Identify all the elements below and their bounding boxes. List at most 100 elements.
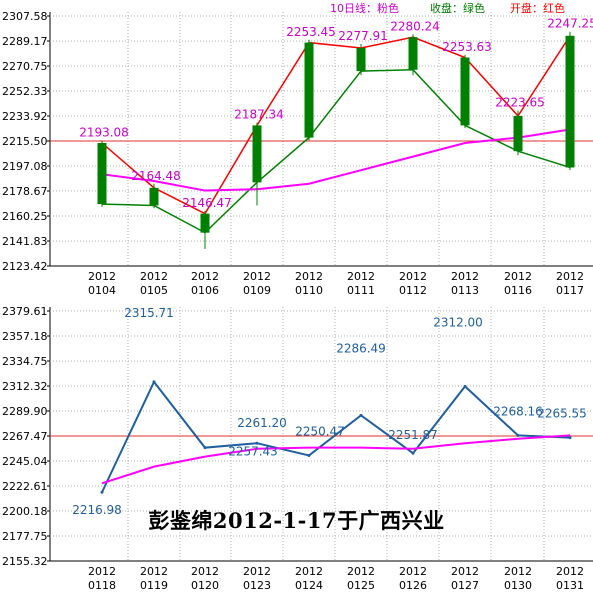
x-tick-label-date: 0130 xyxy=(504,579,532,592)
candle-body xyxy=(513,115,523,152)
y-tick-label: 2267.47 xyxy=(2,430,48,443)
y-tick-label: 2155.32 xyxy=(2,555,48,568)
candle-body xyxy=(97,143,107,205)
close-series-line xyxy=(101,68,571,234)
author-caption: 彭鉴绵2012-1-17于广西兴业 xyxy=(148,508,445,533)
x-tick-label-year: 2012 xyxy=(347,270,375,283)
bottom-line-chart: 2379.61 2357.18 2334.75 2312.32 2289.90 2267.… xyxy=(2,305,593,592)
data-label: 2187.34 xyxy=(234,108,284,122)
data-label: 2253.45 xyxy=(286,25,336,39)
data-label: 2251.87 xyxy=(388,428,438,442)
data-point xyxy=(100,490,104,494)
y-tick-label: 2215.50 xyxy=(2,135,48,148)
y-tick-label: 2222.61 xyxy=(2,480,48,493)
candle-body xyxy=(304,42,314,138)
data-label: 2265.55 xyxy=(537,407,587,421)
y-tick-label: 2334.75 xyxy=(2,355,48,368)
x-tick-label-year: 2012 xyxy=(295,270,323,283)
data-point xyxy=(411,451,415,455)
x-tick-label-date: 0106 xyxy=(191,284,219,297)
data-point xyxy=(359,413,363,417)
x-tick-label-date: 0125 xyxy=(347,579,375,592)
x-tick-label-year: 2012 xyxy=(504,565,532,578)
y-tick-label: 2379.61 xyxy=(2,305,48,318)
x-tick-label-year: 2012 xyxy=(504,270,532,283)
y-tick-label: 2312.32 xyxy=(2,380,48,393)
data-label: 2247.25 xyxy=(547,17,593,31)
y-tick-label: 2233.92 xyxy=(2,110,48,123)
x-tick-label-date: 0113 xyxy=(451,284,479,297)
data-point xyxy=(152,380,156,384)
data-point xyxy=(255,441,259,445)
x-tick-label-year: 2012 xyxy=(556,565,584,578)
x-tick-label-date: 0118 xyxy=(88,579,116,592)
ma10-series-line xyxy=(101,434,571,485)
y-tick-label: 2141.83 xyxy=(2,235,48,248)
data-label: 2164.48 xyxy=(131,169,181,183)
legend: 10日线：粉色 收盘：绿色 开盘：红色 xyxy=(330,1,565,15)
legend-ma10: 10日线：粉色 xyxy=(330,1,399,15)
y-tick-label: 2123.42 xyxy=(2,260,48,273)
open-series-line xyxy=(101,35,571,215)
y-tick-label: 2270.75 xyxy=(2,60,48,73)
x-tick-label-year: 2012 xyxy=(295,565,323,578)
legend-open: 开盘：红色 xyxy=(510,1,565,15)
y-tick-label: 2197.08 xyxy=(2,160,48,173)
x-tick-label-date: 0127 xyxy=(451,579,479,592)
candle-body xyxy=(565,35,575,168)
x-tick-label-date: 0126 xyxy=(399,579,427,592)
x-tick-label-year: 2012 xyxy=(399,270,427,283)
x-tick-label-year: 2012 xyxy=(191,270,219,283)
data-label: 2261.20 xyxy=(237,416,287,430)
x-tick-label-date: 0105 xyxy=(140,284,168,297)
x-tick-label-date: 0117 xyxy=(556,284,584,297)
data-label: 2253.63 xyxy=(442,40,492,54)
x-tick-label-date: 0112 xyxy=(399,284,427,297)
candle-body xyxy=(149,187,159,206)
data-label: 2216.98 xyxy=(72,503,122,517)
x-tick-label-date: 0119 xyxy=(140,579,168,592)
data-label: 2280.24 xyxy=(390,19,440,33)
x-tick-label-year: 2012 xyxy=(140,565,168,578)
x-tick-label-year: 2012 xyxy=(88,565,116,578)
data-point xyxy=(203,446,207,450)
y-tick-label: 2200.18 xyxy=(2,505,48,518)
candle-body xyxy=(356,48,366,72)
data-label: 2146.47 xyxy=(182,196,232,210)
x-tick-label-year: 2012 xyxy=(451,565,479,578)
x-tick-label-date: 0116 xyxy=(504,284,532,297)
x-tick-label-year: 2012 xyxy=(140,270,168,283)
y-tick-label: 2289.90 xyxy=(2,405,48,418)
candle-body xyxy=(408,37,418,70)
x-tick-label-date: 0111 xyxy=(347,284,375,297)
y-tick-label: 2177.75 xyxy=(2,530,48,543)
candle-body xyxy=(200,213,210,233)
x-tick-label-year: 2012 xyxy=(88,270,116,283)
x-tick-label-year: 2012 xyxy=(399,565,427,578)
x-tick-label-year: 2012 xyxy=(347,565,375,578)
y-tick-label: 2252.33 xyxy=(2,85,48,98)
data-label: 2257.43 xyxy=(228,445,278,459)
x-tick-label-date: 0131 xyxy=(556,579,584,592)
candle-body xyxy=(252,125,262,183)
data-label: 2312.00 xyxy=(433,315,483,329)
x-tick-label-date: 0124 xyxy=(295,579,323,592)
data-label: 2286.49 xyxy=(336,341,386,355)
y-tick-label: 2357.18 xyxy=(2,330,48,343)
data-label: 2277.91 xyxy=(338,29,388,43)
x-tick-label-year: 2012 xyxy=(243,270,271,283)
top-candlestick-chart: 2307.58 2289.17 2270.75 2252.33 2233.92 2215.… xyxy=(2,10,593,297)
data-point xyxy=(568,436,572,440)
x-tick-label-date: 0110 xyxy=(295,284,323,297)
y-tick-label: 2245.04 xyxy=(2,455,48,468)
data-label: 2268.16 xyxy=(493,404,543,418)
legend-close: 收盘：绿色 xyxy=(430,1,485,15)
y-tick-label: 2178.67 xyxy=(2,185,48,198)
x-tick-label-year: 2012 xyxy=(451,270,479,283)
data-point xyxy=(463,384,467,388)
x-tick-label-year: 2012 xyxy=(243,565,271,578)
data-label: 2223.65 xyxy=(495,95,545,109)
data-point xyxy=(516,433,520,437)
x-tick-label-year: 2012 xyxy=(191,565,219,578)
